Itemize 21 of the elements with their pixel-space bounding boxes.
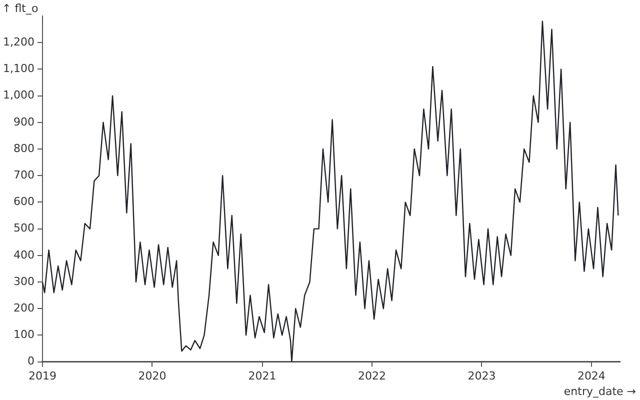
y-tick-label: 200 — [13, 301, 34, 314]
x-tick-label: 2024 — [577, 369, 606, 382]
y-tick-label: 1,000 — [2, 88, 34, 102]
y-tick-label: 0 — [27, 354, 34, 368]
y-tick-label: 900 — [13, 115, 34, 128]
x-axis-title: entry_date → — [564, 385, 636, 398]
x-tick-label: 2019 — [28, 369, 56, 382]
y-tick-label: 1,100 — [2, 62, 34, 76]
y-axis-title: ↑ flt_o — [2, 2, 38, 15]
y-tick-label: 700 — [13, 168, 34, 182]
y-tick-label: 1,200 — [2, 35, 34, 48]
x-tick-label: 2021 — [248, 369, 276, 382]
y-tick-label: 400 — [13, 248, 34, 262]
x-tick-label: 2020 — [138, 369, 166, 382]
x-tick-label: 2022 — [358, 369, 386, 382]
y-tick-label: 100 — [13, 328, 34, 342]
y-tick-label: 600 — [13, 195, 34, 208]
x-tick-label: 2023 — [468, 369, 496, 382]
y-tick-label: 300 — [13, 274, 34, 288]
y-tick-label: 800 — [13, 142, 34, 155]
y-tick-label: 500 — [13, 222, 34, 235]
